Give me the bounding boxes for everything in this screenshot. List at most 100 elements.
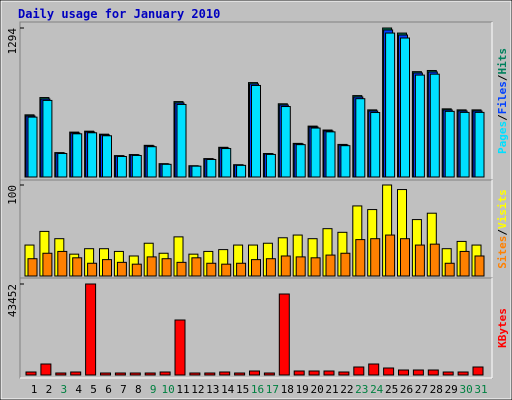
bar — [474, 255, 485, 277]
bar — [85, 283, 97, 376]
x-tick-label: 1 — [31, 383, 38, 396]
y-tick-label: 1294 — [6, 28, 19, 55]
bar — [72, 257, 83, 277]
x-tick-label: 23 — [355, 383, 368, 396]
bar — [27, 258, 38, 277]
bar — [191, 257, 202, 277]
x-tick-label: 16 — [251, 383, 264, 396]
bar — [429, 73, 440, 178]
chart-title: Daily usage for January 2010 — [18, 7, 220, 21]
bar — [176, 103, 187, 178]
bar — [251, 259, 261, 277]
legend-separator: / — [496, 229, 509, 236]
x-tick-label: 30 — [459, 383, 472, 396]
bar — [427, 369, 439, 376]
bar — [385, 32, 396, 178]
bar — [189, 372, 201, 376]
panel — [19, 277, 493, 379]
bar — [191, 165, 202, 178]
bar — [370, 238, 381, 277]
bar — [368, 363, 380, 376]
bar — [474, 111, 485, 178]
bar — [42, 252, 53, 277]
bar — [146, 146, 157, 178]
bar — [131, 263, 142, 277]
bar — [176, 261, 187, 277]
legend-entry: Hits — [496, 48, 509, 75]
legend-entry: Pages — [496, 121, 509, 154]
x-tick-label: 31 — [474, 383, 487, 396]
bar — [295, 256, 306, 277]
bar — [353, 366, 365, 376]
bar — [370, 112, 381, 178]
x-tick-label: 20 — [310, 383, 323, 396]
legend: Pages/Files/Hits — [496, 48, 509, 154]
x-tick-label: 22 — [340, 383, 353, 396]
bar — [251, 84, 261, 178]
x-tick-label: 2 — [46, 383, 53, 396]
bar — [131, 154, 142, 178]
legend-separator: / — [496, 114, 509, 121]
bar — [161, 163, 172, 178]
bar — [263, 372, 275, 376]
bar — [444, 262, 455, 277]
bar — [429, 243, 440, 277]
bar — [295, 144, 306, 178]
legend-entry: Files — [496, 81, 509, 114]
bar — [234, 372, 246, 376]
bar — [129, 372, 141, 376]
legend-separator: / — [496, 74, 509, 81]
bar — [398, 369, 409, 376]
bar — [340, 252, 351, 277]
bar — [116, 261, 127, 277]
bar — [57, 250, 68, 277]
bar — [27, 116, 38, 178]
bar — [114, 372, 126, 376]
bar — [310, 257, 321, 277]
bar — [87, 132, 98, 178]
bar — [400, 37, 410, 178]
x-tick-label: 19 — [296, 383, 309, 396]
bar — [174, 319, 186, 376]
bar — [412, 369, 424, 376]
bar — [444, 110, 455, 178]
bar — [414, 74, 425, 178]
x-tick-label: 25 — [385, 383, 398, 396]
bar — [310, 127, 321, 178]
bar — [25, 371, 37, 376]
bar — [236, 164, 247, 178]
bar — [308, 370, 320, 376]
bar — [472, 366, 484, 376]
x-tick-label: 9 — [150, 383, 157, 396]
bar — [280, 106, 291, 178]
bar — [221, 148, 232, 178]
x-tick-label: 10 — [161, 383, 174, 396]
x-tick-label: 14 — [221, 383, 235, 396]
bar — [159, 371, 171, 376]
legend-entry: Visits — [496, 189, 509, 229]
bar — [442, 371, 454, 376]
bar — [355, 239, 366, 277]
bar — [400, 238, 410, 277]
bar — [87, 262, 98, 277]
bar — [219, 371, 231, 376]
bar — [325, 254, 336, 277]
bar — [146, 256, 157, 277]
bar — [280, 255, 291, 277]
bar — [116, 156, 127, 178]
legend: Sites/Visits — [496, 189, 509, 269]
bar — [236, 262, 247, 277]
bar — [42, 99, 53, 178]
x-tick-label: 26 — [400, 383, 413, 396]
bar — [457, 371, 469, 376]
legend-entry: KBytes — [496, 308, 509, 348]
bar — [459, 250, 470, 277]
bar — [102, 259, 112, 277]
x-tick-label: 27 — [415, 383, 428, 396]
legend: KBytes — [496, 308, 509, 348]
x-tick-label: 8 — [135, 383, 142, 396]
bar — [323, 370, 335, 376]
bar — [206, 262, 217, 277]
bar — [102, 135, 112, 178]
